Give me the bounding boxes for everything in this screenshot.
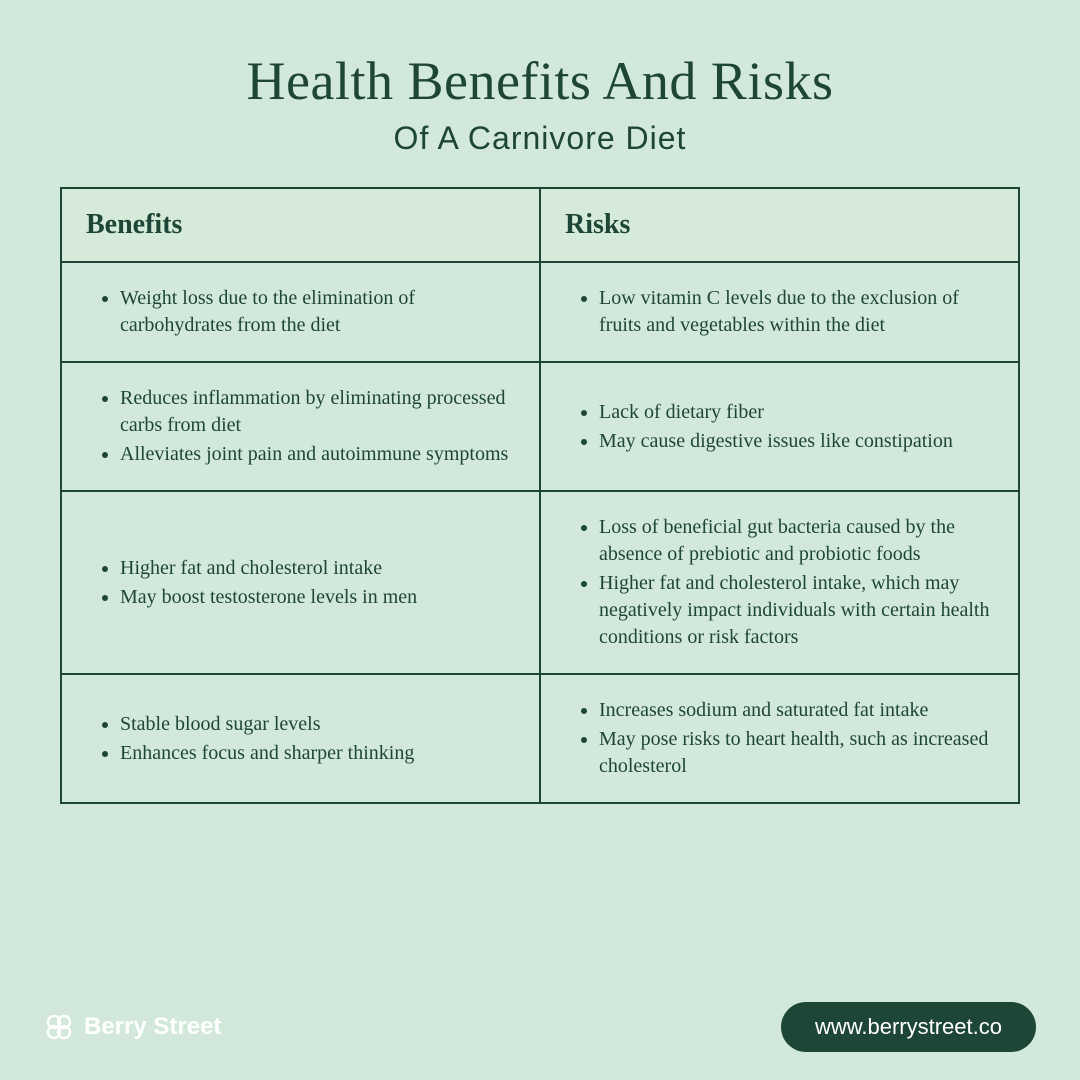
table-row: Higher fat and cholesterol intake May bo…	[61, 491, 1019, 674]
risk-item: Low vitamin C levels due to the exclusio…	[599, 285, 994, 339]
column-header-risks: Risks	[540, 188, 1019, 262]
benefit-item: Stable blood sugar levels	[120, 711, 515, 738]
benefit-item: Weight loss due to the elimination of ca…	[120, 285, 515, 339]
table-body: Weight loss due to the elimination of ca…	[61, 262, 1019, 803]
table-row: Stable blood sugar levels Enhances focus…	[61, 674, 1019, 803]
column-header-benefits: Benefits	[61, 188, 540, 262]
risk-item: Increases sodium and saturated fat intak…	[599, 697, 994, 724]
table-row: Weight loss due to the elimination of ca…	[61, 262, 1019, 362]
risk-item: May cause digestive issues like constipa…	[599, 428, 994, 455]
footer: Berry Street www.berrystreet.co	[0, 1002, 1080, 1052]
brand-name: Berry Street	[84, 1013, 221, 1041]
risk-item: May pose risks to heart health, such as …	[599, 726, 994, 780]
page-title: Health Benefits And Risks	[60, 50, 1020, 112]
brand-block: Berry Street	[44, 1012, 221, 1042]
benefit-item: Alleviates joint pain and autoimmune sym…	[120, 441, 515, 468]
risk-item: Higher fat and cholesterol intake, which…	[599, 570, 994, 651]
risk-item: Lack of dietary fiber	[599, 399, 994, 426]
benefits-risks-table: Benefits Risks Weight loss due to the el…	[60, 187, 1020, 804]
benefit-item: Reduces inflammation by eliminating proc…	[120, 385, 515, 439]
benefit-item: May boost testosterone levels in men	[120, 584, 515, 611]
table-row: Reduces inflammation by eliminating proc…	[61, 362, 1019, 491]
page-subtitle: Of A Carnivore Diet	[60, 120, 1020, 157]
quatrefoil-icon	[44, 1012, 74, 1042]
website-url-pill: www.berrystreet.co	[781, 1002, 1036, 1052]
benefit-item: Higher fat and cholesterol intake	[120, 555, 515, 582]
title-block: Health Benefits And Risks Of A Carnivore…	[60, 50, 1020, 157]
risk-item: Loss of beneficial gut bacteria caused b…	[599, 514, 994, 568]
benefit-item: Enhances focus and sharper thinking	[120, 740, 515, 767]
